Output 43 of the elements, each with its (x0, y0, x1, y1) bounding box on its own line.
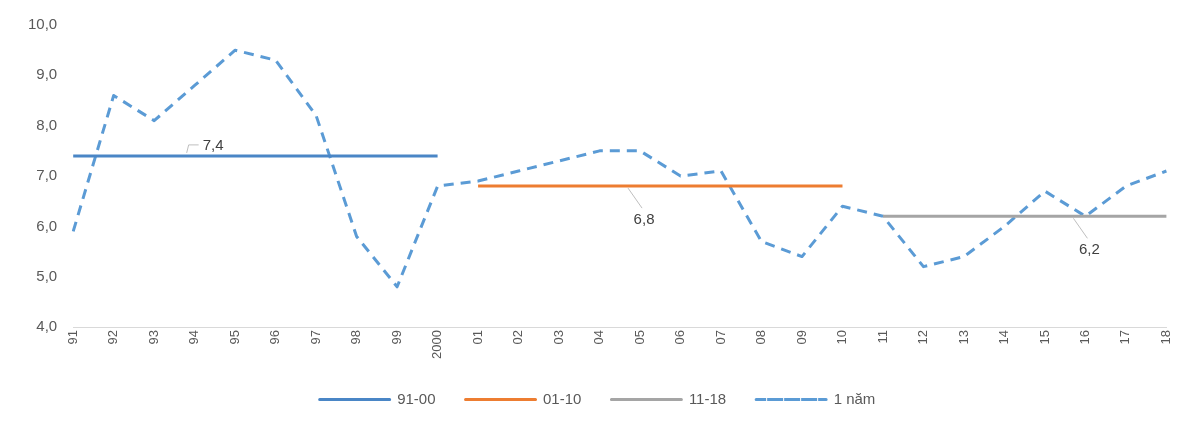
x-tick-label: 16 (1077, 330, 1092, 345)
x-tick-label: 17 (1117, 330, 1133, 345)
y-tick-label: 7,0 (36, 166, 58, 184)
x-tick-label: 08 (753, 330, 769, 345)
y-tick-label: 4,0 (36, 317, 58, 335)
x-tick-label: 14 (996, 330, 1012, 345)
x-tick-label: 95 (226, 330, 242, 345)
y-tick-label: 10,0 (27, 15, 58, 33)
x-tick-label: 94 (186, 330, 202, 345)
x-tick-label: 09 (793, 330, 809, 345)
x-tick-label: 15 (1036, 330, 1052, 345)
x-tick-label: 04 (591, 330, 607, 345)
x-tick-label: 97 (307, 330, 323, 345)
y-tick-label: 5,0 (36, 266, 58, 284)
x-tick-label: 12 (915, 330, 931, 345)
x-tick-label: 2000 (429, 330, 445, 359)
x-tick-label: 96 (267, 330, 283, 345)
x-tick-label: 92 (105, 330, 121, 345)
x-tick-label: 03 (550, 330, 566, 345)
y-tick-label: 6,0 (36, 216, 58, 234)
legend-label: 11-18 (688, 389, 727, 407)
line-series (71, 48, 1168, 289)
x-tick-label: 98 (348, 330, 364, 345)
x-tick-label: 05 (631, 330, 647, 345)
x-tick-label: 01 (469, 330, 485, 345)
legend-label: 01-10 (543, 389, 582, 407)
legend-label: 91-00 (397, 389, 436, 407)
x-tick-label: 13 (955, 330, 971, 345)
annotation: 6,2 (1078, 239, 1100, 257)
x-tick-label: 91 (64, 330, 80, 345)
x-tick-label: 02 (510, 330, 526, 345)
y-tick-label: 9,0 (36, 65, 58, 83)
legend-label: 1 năm (833, 389, 876, 407)
x-tick-label: 11 (874, 330, 890, 344)
x-tick-label: 06 (672, 330, 688, 345)
annotation: 7,4 (202, 135, 224, 153)
x-tick-label: 93 (145, 330, 161, 345)
x-tick-label: 10 (834, 330, 850, 345)
x-tick-label: 99 (388, 330, 404, 345)
annotation: 6,8 (633, 209, 655, 227)
x-tick-label: 07 (712, 330, 728, 345)
x-tick-label: 18 (1157, 330, 1173, 345)
y-tick-label: 8,0 (36, 115, 58, 133)
